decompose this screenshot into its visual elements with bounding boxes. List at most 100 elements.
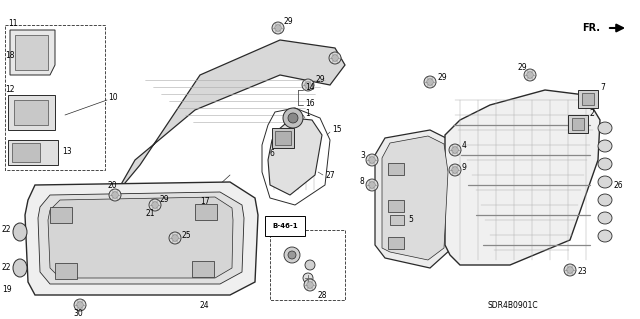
Text: 30: 30 xyxy=(73,308,83,317)
Text: 1: 1 xyxy=(305,108,310,117)
Text: 8: 8 xyxy=(360,177,365,187)
Bar xyxy=(270,230,345,300)
Circle shape xyxy=(566,267,573,273)
Circle shape xyxy=(527,72,533,78)
Text: 12: 12 xyxy=(5,85,15,94)
Polygon shape xyxy=(8,95,55,130)
Text: B-46-1: B-46-1 xyxy=(272,223,298,229)
Circle shape xyxy=(304,279,316,291)
Text: 17: 17 xyxy=(200,197,210,206)
Text: 22: 22 xyxy=(2,226,12,234)
Polygon shape xyxy=(14,100,48,125)
Bar xyxy=(55,263,77,279)
Circle shape xyxy=(288,113,298,123)
Circle shape xyxy=(564,264,576,276)
Text: 27: 27 xyxy=(325,170,335,180)
Circle shape xyxy=(275,25,282,31)
Polygon shape xyxy=(15,35,48,70)
Circle shape xyxy=(109,189,121,201)
Bar xyxy=(572,118,584,130)
Circle shape xyxy=(149,199,161,211)
Bar xyxy=(390,215,404,225)
Text: 29: 29 xyxy=(160,196,170,204)
Text: 5: 5 xyxy=(408,216,413,225)
Circle shape xyxy=(305,82,311,88)
Circle shape xyxy=(307,282,314,288)
Bar xyxy=(388,200,404,212)
Bar xyxy=(388,237,404,249)
Ellipse shape xyxy=(598,176,612,188)
Bar xyxy=(195,204,217,220)
Bar xyxy=(568,115,588,133)
Polygon shape xyxy=(48,197,233,278)
Polygon shape xyxy=(38,192,244,284)
Ellipse shape xyxy=(598,122,612,134)
Text: 22: 22 xyxy=(2,263,12,272)
Bar xyxy=(582,93,594,105)
Polygon shape xyxy=(25,182,258,295)
Text: 26: 26 xyxy=(613,181,623,189)
Text: 6: 6 xyxy=(270,149,275,158)
Text: 15: 15 xyxy=(332,125,342,135)
Ellipse shape xyxy=(598,158,612,170)
Polygon shape xyxy=(115,40,345,195)
Text: FR.: FR. xyxy=(582,23,600,33)
Text: 2: 2 xyxy=(590,108,595,117)
Text: 13: 13 xyxy=(62,147,72,157)
Text: 29: 29 xyxy=(283,18,292,26)
Bar xyxy=(5,25,105,170)
Text: 10: 10 xyxy=(108,93,118,102)
Circle shape xyxy=(77,302,83,308)
Circle shape xyxy=(524,69,536,81)
Text: 14: 14 xyxy=(305,84,315,93)
Circle shape xyxy=(427,79,433,85)
Circle shape xyxy=(112,192,118,198)
Circle shape xyxy=(366,154,378,166)
Circle shape xyxy=(449,164,461,176)
Polygon shape xyxy=(375,130,455,268)
Polygon shape xyxy=(445,90,600,265)
Circle shape xyxy=(152,202,158,208)
Bar xyxy=(50,207,72,223)
Ellipse shape xyxy=(598,140,612,152)
Text: 21: 21 xyxy=(145,209,154,218)
Ellipse shape xyxy=(13,259,27,277)
Ellipse shape xyxy=(598,230,612,242)
Circle shape xyxy=(449,144,461,156)
Bar xyxy=(275,131,291,145)
Circle shape xyxy=(172,235,179,241)
Text: 28: 28 xyxy=(318,291,328,300)
Polygon shape xyxy=(12,143,40,162)
Circle shape xyxy=(303,273,313,283)
Text: 4: 4 xyxy=(462,140,467,150)
Polygon shape xyxy=(10,30,55,75)
Circle shape xyxy=(305,260,315,270)
Text: 29: 29 xyxy=(518,63,527,72)
Circle shape xyxy=(272,22,284,34)
Text: 29: 29 xyxy=(315,76,324,85)
Circle shape xyxy=(329,52,341,64)
Text: 18: 18 xyxy=(5,50,15,60)
Text: 11: 11 xyxy=(8,19,17,27)
Text: 19: 19 xyxy=(2,286,12,294)
Circle shape xyxy=(369,157,375,163)
Ellipse shape xyxy=(598,212,612,224)
Circle shape xyxy=(369,182,375,188)
Bar xyxy=(272,128,294,148)
Circle shape xyxy=(424,76,436,88)
Circle shape xyxy=(452,147,458,153)
Text: 29: 29 xyxy=(437,73,447,83)
Circle shape xyxy=(288,251,296,259)
Text: SDR4B0901C: SDR4B0901C xyxy=(488,301,539,310)
Bar xyxy=(388,163,404,175)
Text: 23: 23 xyxy=(578,268,588,277)
Text: 20: 20 xyxy=(108,182,118,190)
Text: 3: 3 xyxy=(360,151,365,160)
Circle shape xyxy=(452,167,458,173)
Polygon shape xyxy=(268,118,322,195)
Text: 24: 24 xyxy=(200,300,210,309)
Circle shape xyxy=(169,232,181,244)
Ellipse shape xyxy=(598,194,612,206)
Circle shape xyxy=(302,79,314,91)
Polygon shape xyxy=(382,136,448,260)
